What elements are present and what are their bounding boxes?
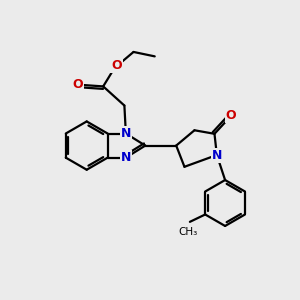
Text: N: N	[121, 127, 131, 140]
Text: O: O	[111, 59, 122, 72]
Text: N: N	[212, 148, 222, 161]
Text: CH₃: CH₃	[179, 227, 198, 237]
Text: O: O	[226, 109, 236, 122]
Text: O: O	[72, 78, 83, 92]
Text: N: N	[121, 151, 131, 164]
